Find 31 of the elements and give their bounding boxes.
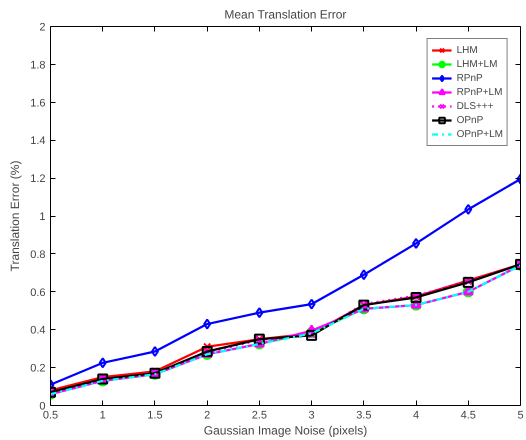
x-tick-label: 5 [517,410,524,422]
legend-label: RPnP+LM [456,86,502,99]
y-tick-label: 0.2 [30,362,46,375]
y-tick-label: 1.6 [30,97,46,110]
legend-label: OPnP+LM [456,128,503,141]
legend-label: LHM [456,44,478,57]
legend-label: DLS+++ [456,100,494,113]
x-tick-label: 0.5 [42,410,58,422]
x-tick-label: 2.5 [252,410,268,422]
legend-label: OPnP [456,114,484,127]
y-tick-label: 0.4 [30,324,46,337]
x-tick-label: 2 [204,410,210,422]
x-tick-label: 4.5 [460,410,476,422]
x-tick-label: 1.5 [147,410,163,422]
legend-label: RPnP [456,72,483,85]
y-tick-label: 1 [39,211,46,223]
legend-label: LHM+LM [456,58,498,71]
y-tick-label: 0.8 [30,248,46,261]
y-axis-title: Translation Error (%) [8,160,22,272]
y-tick-label: 1.4 [30,135,46,148]
chart-title: Mean Translation Error [224,8,346,22]
y-tick-label: 2 [39,22,46,34]
y-tick-label: 1.2 [30,173,46,186]
x-axis-title: Gaussian Image Noise (pixels) [204,424,368,438]
y-tick-label: 1.8 [30,59,46,72]
y-tick-label: 0 [39,400,46,412]
x-tick-label: 4 [412,410,420,422]
x-tick-label: 3.5 [356,410,372,422]
x-tick-label: 3 [308,410,315,422]
y-tick-label: 0.6 [30,286,46,299]
x-tick-label: 1 [100,410,106,422]
